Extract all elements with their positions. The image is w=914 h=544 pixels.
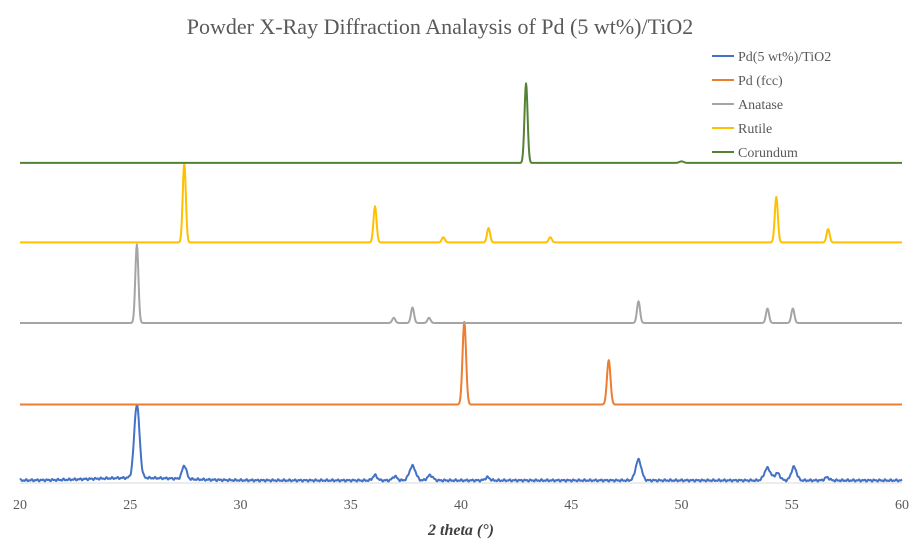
legend-label: Anatase [738,98,783,113]
series-line-pd-fcc [19,320,903,406]
legend: Pd(5 wt%)/TiO2 Pd (fcc) Anatase Rutile Corun… [712,50,831,161]
series-line-anatase [19,243,903,324]
x-tick-label: 50 [675,498,689,513]
series-line-rutile [19,161,903,244]
chart-title: Powder X-Ray Diffraction Analaysis of Pd… [187,14,694,39]
legend-label: Pd(5 wt%)/TiO2 [738,50,831,65]
x-tick-label: 45 [564,498,578,513]
x-tick-label: 40 [454,498,468,513]
x-tick-label: 20 [13,498,27,513]
legend-label: Corundum [738,146,798,161]
series-line-corundum [19,82,903,164]
series-line-pd-5-wt-tio2 [19,404,903,483]
x-tick-labels: 20 25 30 35 40 45 50 55 60 [13,498,909,513]
legend-label: Pd (fcc) [738,74,783,89]
series-layer [19,82,903,483]
x-tick-label: 25 [123,498,137,513]
x-tick-label: 30 [234,498,248,513]
x-tick-label: 55 [785,498,799,513]
x-tick-label: 35 [344,498,358,513]
x-tick-label: 60 [895,498,909,513]
x-axis-label: 2 theta (°) [427,522,494,539]
legend-label: Rutile [738,122,772,137]
